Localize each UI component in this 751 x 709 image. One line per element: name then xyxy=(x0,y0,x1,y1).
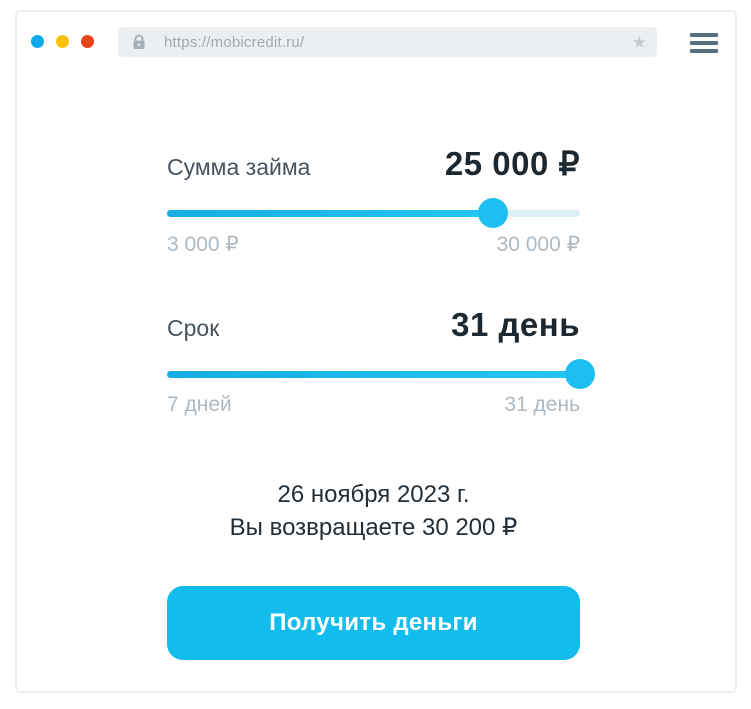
window-dot-blue[interactable] xyxy=(31,35,44,48)
menu-icon[interactable] xyxy=(690,33,718,53)
amount-range-labels: 3 000 ₽ 30 000 ₽ xyxy=(167,232,580,257)
amount-min-label: 3 000 ₽ xyxy=(167,233,239,256)
amount-slider[interactable] xyxy=(167,198,580,228)
return-date: 26 ноября 2023 г. xyxy=(277,481,470,508)
term-slider[interactable] xyxy=(167,359,595,389)
browser-window: https://mobicredit.ru/ ★ Сумма займа 25 … xyxy=(15,10,737,693)
term-row: Срок 31 день xyxy=(167,306,580,344)
term-slider-handle[interactable] xyxy=(565,359,595,389)
amount-value: 25 000 ₽ xyxy=(444,145,580,182)
bookmark-star-icon[interactable]: ★ xyxy=(631,32,647,52)
term-max-label: 31 день xyxy=(504,393,580,416)
amount-row: Сумма займа 25 000 ₽ xyxy=(167,144,580,183)
amount-label: Сумма займа xyxy=(167,154,311,180)
address-bar[interactable]: https://mobicredit.ru/ ★ xyxy=(118,27,657,57)
lock-icon xyxy=(132,34,146,50)
term-min-label: 7 дней xyxy=(167,393,232,416)
repayment-amount: Вы возвращаете 30 200 ₽ xyxy=(229,514,518,541)
loan-summary: 26 ноября 2023 г. Вы возвращаете 30 200 … xyxy=(167,478,580,544)
amount-slider-fill xyxy=(167,209,494,217)
term-range-labels: 7 дней 31 день xyxy=(167,393,580,417)
get-money-button[interactable]: Получить деньги xyxy=(167,586,580,660)
window-dot-yellow[interactable] xyxy=(56,35,69,48)
window-dot-red[interactable] xyxy=(81,35,94,48)
amount-slider-handle[interactable] xyxy=(478,198,509,228)
term-value: 31 день xyxy=(451,306,580,343)
amount-max-label: 30 000 ₽ xyxy=(496,233,580,256)
url-text[interactable]: https://mobicredit.ru/ xyxy=(164,33,305,51)
term-label: Срок xyxy=(167,315,220,341)
term-slider-fill xyxy=(167,370,580,378)
